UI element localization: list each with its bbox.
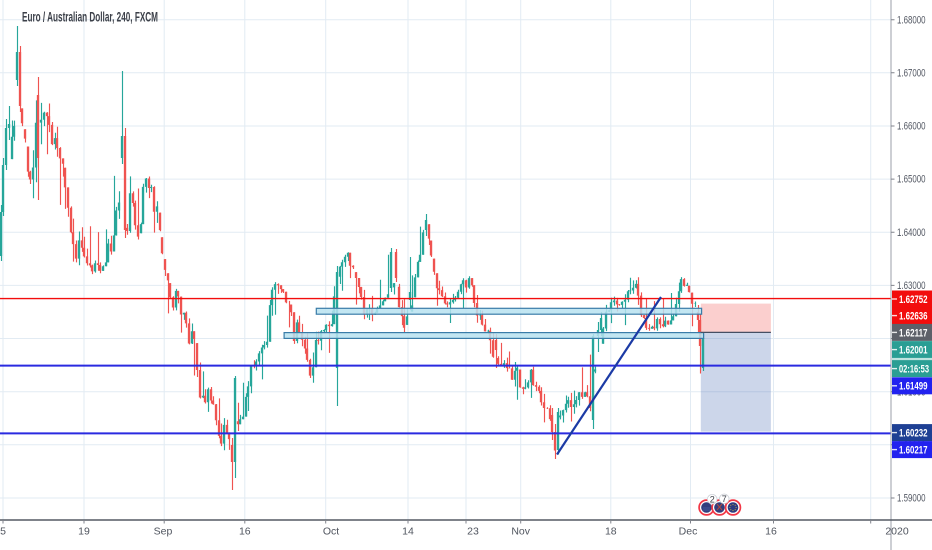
- svg-text:19: 19: [78, 526, 90, 538]
- svg-text:23: 23: [467, 526, 479, 538]
- svg-text:2: 2: [710, 494, 715, 504]
- svg-text:1.62117: 1.62117: [899, 327, 928, 339]
- svg-text:02:16:53: 02:16:53: [899, 364, 929, 376]
- svg-text:1.59000: 1.59000: [897, 493, 926, 505]
- svg-text:1.60232: 1.60232: [899, 428, 928, 440]
- svg-text:1.67000: 1.67000: [897, 67, 926, 79]
- svg-text:18: 18: [605, 526, 617, 538]
- svg-text:Sep: Sep: [154, 526, 173, 538]
- svg-text:1.62752: 1.62752: [899, 294, 928, 306]
- svg-text:1.63000: 1.63000: [897, 280, 926, 292]
- svg-text:1.65000: 1.65000: [897, 174, 926, 186]
- svg-text:1.62636: 1.62636: [899, 311, 928, 323]
- svg-text:Euro / Australian Dollar, 240,: Euro / Australian Dollar, 240, FXCM: [22, 10, 158, 25]
- svg-text:1.62001: 1.62001: [899, 345, 928, 357]
- svg-text:16: 16: [765, 526, 777, 538]
- svg-text:16: 16: [239, 526, 251, 538]
- svg-text:1.60217: 1.60217: [899, 445, 928, 457]
- svg-text:1.61499: 1.61499: [899, 381, 928, 393]
- svg-text:14: 14: [402, 526, 414, 538]
- svg-text:2020: 2020: [885, 526, 909, 538]
- svg-text:5: 5: [0, 526, 6, 538]
- svg-text:1.68000: 1.68000: [897, 14, 926, 26]
- svg-text:Nov: Nov: [511, 526, 530, 538]
- svg-text:1.66000: 1.66000: [897, 121, 926, 133]
- svg-text:1.64000: 1.64000: [897, 227, 926, 239]
- svg-text:Dec: Dec: [679, 526, 698, 538]
- svg-text:Oct: Oct: [323, 526, 339, 538]
- svg-text:7: 7: [722, 494, 727, 504]
